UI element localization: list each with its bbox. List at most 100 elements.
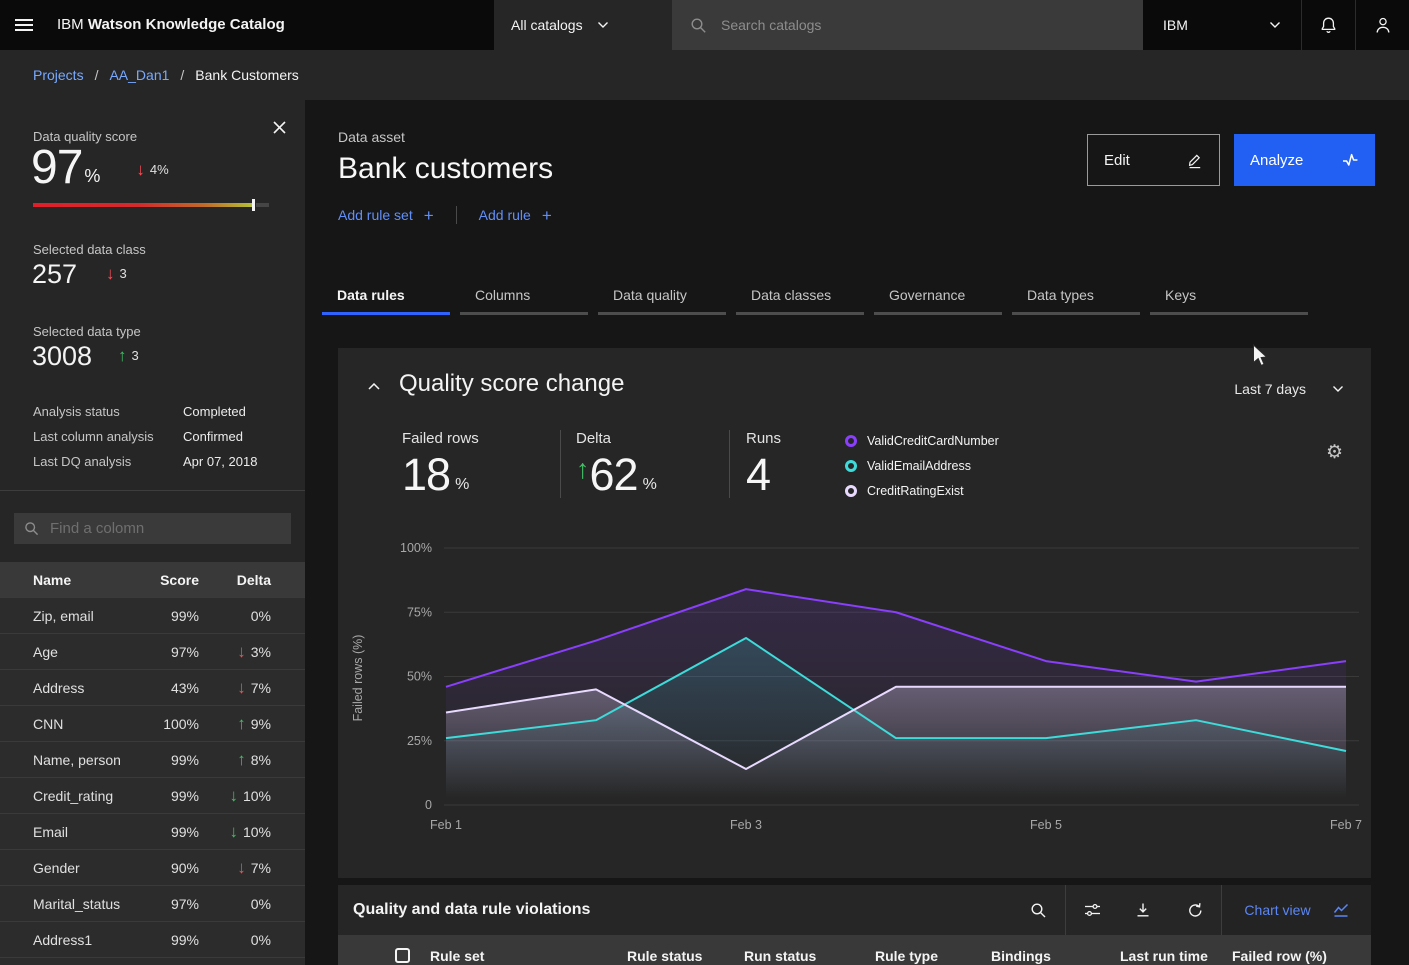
find-column-input[interactable] — [48, 519, 291, 538]
status-value: Completed — [183, 404, 246, 419]
tab-data-quality[interactable]: Data quality — [598, 279, 736, 315]
table-row[interactable]: CNN100%↑9% — [0, 705, 305, 741]
table-header: Name Score Delta — [0, 562, 305, 597]
account-selector[interactable]: IBM — [1143, 0, 1301, 50]
column-score: 99% — [137, 824, 199, 840]
legend-ring-icon — [845, 485, 857, 497]
up-arrow-icon: ↑ — [237, 715, 246, 732]
page-title: Bank customers — [338, 152, 553, 186]
data-class-value: 257 — [32, 261, 77, 288]
bell-icon — [1319, 16, 1338, 35]
legend-item[interactable]: CreditRatingExist — [845, 478, 999, 503]
delta-value: 10% — [243, 824, 271, 840]
delta-value: 0% — [251, 608, 271, 624]
refresh-icon[interactable] — [1170, 885, 1220, 935]
legend-item[interactable]: ValidCreditCardNumber — [845, 428, 999, 453]
delta-value: 7% — [251, 680, 271, 696]
breadcrumb-link[interactable]: Projects — [33, 67, 84, 83]
up-arrow-icon: ↑ — [237, 751, 246, 768]
column-delta: ↓ 10% — [199, 823, 305, 840]
svg-text:Feb 7: Feb 7 — [1330, 818, 1362, 832]
profile-button[interactable] — [1355, 0, 1409, 50]
table-row[interactable]: Credit_rating99%↓10% — [0, 777, 305, 813]
tab-data-rules[interactable]: Data rules — [322, 279, 460, 315]
violations-title: Quality and data rule violations — [353, 901, 590, 919]
link-label: Add rule — [479, 207, 531, 223]
table-row[interactable]: Gender90%↓7% — [0, 849, 305, 885]
filter-settings-icon[interactable] — [1067, 885, 1117, 935]
add-rule-link[interactable]: Add rule set+ — [338, 207, 434, 224]
down-arrow-icon: ↓ — [237, 859, 246, 876]
tab-columns[interactable]: Columns — [460, 279, 598, 315]
data-class-label: Selected data class — [33, 242, 146, 257]
table-row[interactable]: Age97%↓3% — [0, 633, 305, 669]
tab-governance[interactable]: Governance — [874, 279, 1012, 315]
column-score: 97% — [137, 896, 199, 912]
tab-keys[interactable]: Keys — [1150, 279, 1310, 315]
column-header: Bindings — [991, 948, 1051, 964]
user-icon — [1374, 16, 1392, 34]
column-score: 99% — [137, 752, 199, 768]
column-score-table: Name Score Delta Zip, email99%0%Age97%↓3… — [0, 562, 305, 965]
time-range-selector[interactable]: Last 7 days — [1234, 381, 1344, 397]
down-arrow-icon: ↓ — [229, 823, 238, 840]
account-label: IBM — [1163, 17, 1188, 33]
breadcrumb-separator: / — [180, 67, 184, 83]
delta-value: 3% — [251, 644, 271, 660]
table-body: Zip, email99%0%Age97%↓3%Address43%↓7%CNN… — [0, 597, 305, 965]
table-row[interactable]: Name, person99%↑8% — [0, 741, 305, 777]
svg-text:Feb 5: Feb 5 — [1030, 818, 1062, 832]
edit-button-label: Edit — [1104, 152, 1130, 169]
table-row[interactable]: Address43%↓7% — [0, 669, 305, 705]
select-all-checkbox[interactable] — [395, 948, 410, 963]
tab-data-classes[interactable]: Data classes — [736, 279, 874, 315]
tab-data-types[interactable]: Data types — [1012, 279, 1150, 315]
kpi-number: 4 — [746, 452, 770, 497]
brand-name: Watson Knowledge Catalog — [88, 16, 285, 33]
delta-value: 9% — [251, 716, 271, 732]
search-input[interactable] — [719, 16, 1143, 34]
legend-item[interactable]: ValidEmailAddress — [845, 453, 999, 478]
table-row[interactable]: ↑ — [0, 957, 305, 965]
analyze-button[interactable]: Analyze — [1234, 134, 1375, 186]
gear-icon[interactable]: ⚙ — [1320, 442, 1349, 463]
search-icon[interactable] — [1013, 885, 1063, 935]
delta-value: 0% — [251, 896, 271, 912]
chevron-down-icon — [597, 21, 609, 29]
table-row[interactable]: Zip, email99%0% — [0, 597, 305, 633]
column-score: 99% — [137, 788, 199, 804]
column-delta: ↓10% — [199, 787, 305, 804]
edit-button[interactable]: Edit — [1087, 134, 1220, 186]
column-delta: 0% — [199, 932, 305, 948]
chart-view-label: Chart view — [1244, 902, 1310, 918]
add-rule-link[interactable]: Add rule+ — [479, 207, 552, 224]
table-row[interactable]: Email99%↓10% — [0, 813, 305, 849]
kpi-label: Delta — [576, 430, 729, 447]
status-label: Analysis status — [33, 404, 183, 419]
menu-icon[interactable] — [13, 14, 37, 36]
breadcrumb-link[interactable]: AA_Dan1 — [109, 67, 169, 83]
kpi-failed-rows: Failed rows18% — [402, 430, 560, 498]
asset-type-label: Data asset — [338, 129, 405, 145]
column-name: Name, person — [0, 752, 137, 768]
table-row[interactable]: Marital_status97%0% — [0, 885, 305, 921]
chart-view-toggle[interactable]: Chart view — [1222, 885, 1371, 935]
brand-prefix: IBM — [57, 16, 84, 33]
close-icon[interactable] — [269, 117, 290, 138]
column-search — [14, 513, 291, 544]
notifications-button[interactable] — [1301, 0, 1355, 50]
column-delta: ↑ 9% — [199, 715, 305, 732]
status-value: Confirmed — [183, 429, 243, 444]
down-arrow-icon: ↓ — [136, 161, 145, 178]
time-range-label: Last 7 days — [1234, 381, 1306, 397]
catalog-selector[interactable]: All catalogs — [494, 0, 672, 50]
status-label: Last column analysis — [33, 429, 183, 444]
violations-table-header: Rule setRule statusRun statusRule typeBi… — [338, 935, 1371, 965]
legend-label: CreditRatingExist — [867, 484, 964, 498]
header-delta: Delta — [199, 572, 305, 588]
collapse-chevron-up-icon[interactable] — [364, 379, 384, 394]
svg-text:25%: 25% — [407, 734, 432, 748]
table-row[interactable]: Address199%0% — [0, 921, 305, 957]
column-header: Rule set — [430, 948, 484, 964]
download-icon[interactable] — [1118, 885, 1168, 935]
